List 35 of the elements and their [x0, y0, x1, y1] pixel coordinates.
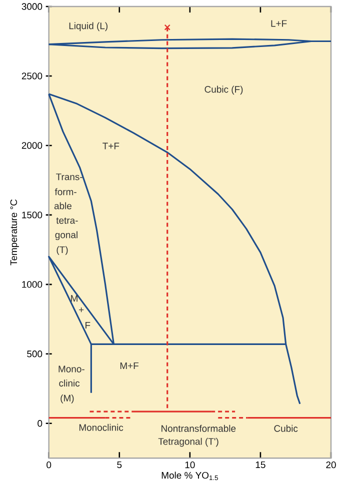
annotation: Mono- — [58, 366, 84, 372]
y-tick-label: 3000 — [22, 3, 42, 10]
annotation: gonal — [55, 231, 78, 240]
y-tick-label: 2500 — [22, 72, 42, 80]
x-tick-label: 10 — [185, 461, 195, 468]
annotation: M+F — [120, 362, 138, 369]
annotation: Nontransformable — [161, 424, 236, 432]
annotation: (T) — [56, 246, 68, 255]
annotation: + — [78, 308, 84, 312]
annotation: clinic — [58, 380, 80, 387]
x-tick-label: 5 — [116, 461, 122, 468]
annotation: tetra- — [56, 218, 78, 224]
y-tick-label: 1500 — [22, 212, 42, 218]
annotation: Cubic — [274, 424, 298, 432]
annotation: able — [54, 202, 72, 210]
y-tick-label: 500 — [26, 350, 42, 358]
x-axis-title: Mole % YO$_{1.5}$ — [162, 472, 218, 480]
annotation: Cubic (F) — [204, 86, 242, 95]
y-tick-label: 2000 — [22, 142, 42, 149]
y-tick-label: 0 — [37, 420, 42, 427]
annotation: Monoclinic — [79, 424, 123, 431]
x-tick-label: 15 — [256, 461, 266, 468]
annotation: (M) — [60, 394, 74, 404]
y-axis-title: Temperature °C — [10, 199, 19, 266]
annotation: F — [85, 322, 90, 329]
annotation: Trans- — [56, 174, 82, 180]
x-tick-label: 0 — [46, 461, 51, 468]
annotation: form- — [54, 188, 76, 196]
annotation: M — [70, 295, 78, 302]
annotation: T+F — [102, 142, 119, 150]
annotation: L+F — [271, 20, 286, 27]
annotation: Tetragonal (T') — [158, 438, 218, 447]
annotation: Liquid (L) — [69, 22, 108, 32]
y-tick-label: 1000 — [22, 281, 42, 288]
x-tick-label: 20 — [326, 461, 336, 468]
